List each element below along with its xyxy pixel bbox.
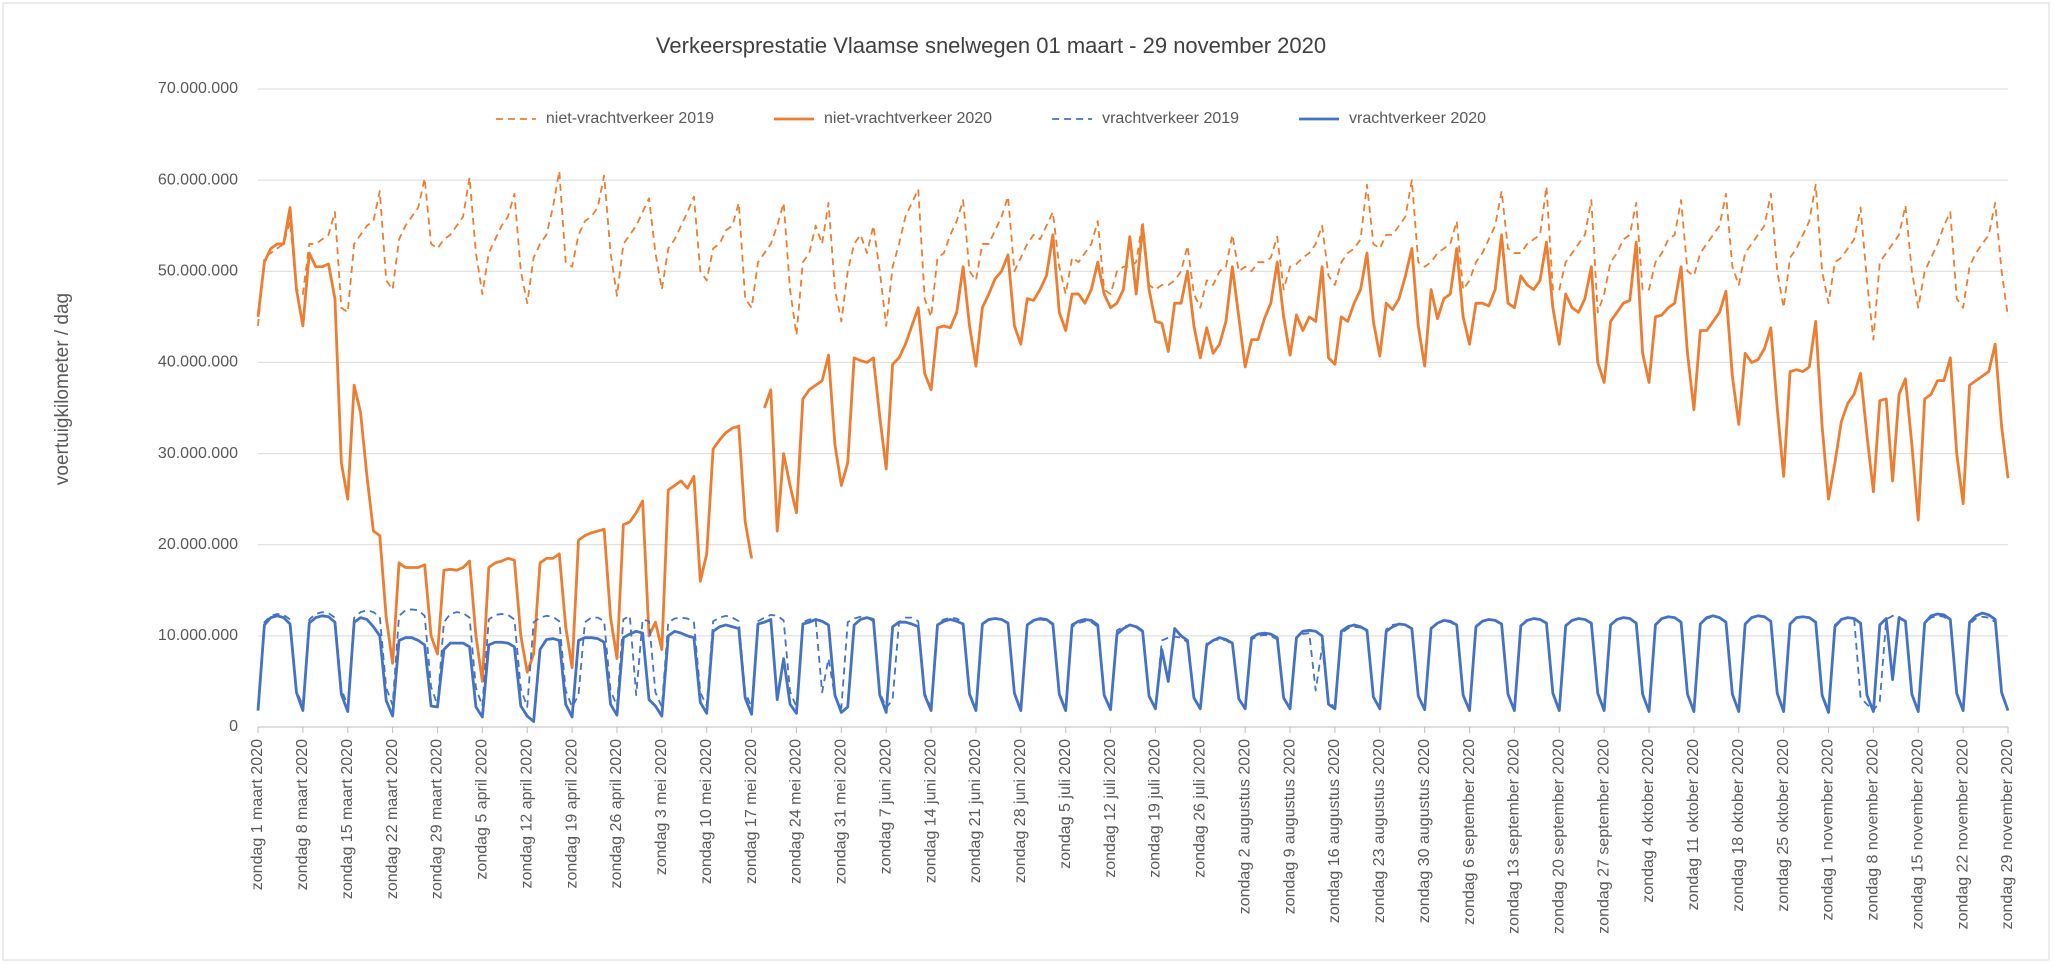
legend-item: vrachtverkeer 2019 bbox=[1052, 110, 1239, 127]
x-tick-label: zondag 28 juni 2020 bbox=[1012, 739, 1029, 883]
y-tick-label: 0 bbox=[229, 718, 238, 735]
x-tick-label: zondag 8 november 2020 bbox=[1865, 739, 1882, 921]
y-tick-label: 20.000.000 bbox=[158, 536, 238, 553]
y-axis-label: voertuigkilometer / dag bbox=[52, 293, 73, 485]
legend-label: niet-vrachtverkeer 2020 bbox=[824, 110, 992, 127]
legend-item: niet-vrachtverkeer 2019 bbox=[495, 110, 714, 127]
x-tick-label: zondag 5 juli 2020 bbox=[1057, 739, 1074, 869]
x-tick-label: zondag 4 oktober 2020 bbox=[1640, 739, 1657, 903]
x-tick-label: zondag 31 mei 2020 bbox=[833, 739, 850, 884]
x-tick-label: zondag 29 maart 2020 bbox=[429, 739, 446, 899]
x-tick-label: zondag 19 april 2020 bbox=[563, 739, 580, 889]
x-tick-label: zondag 8 maart 2020 bbox=[294, 739, 311, 890]
y-tick-label: 40.000.000 bbox=[158, 354, 238, 371]
x-tick-label: zondag 7 juni 2020 bbox=[877, 739, 894, 874]
x-tick-label: zondag 24 mei 2020 bbox=[788, 739, 805, 884]
y-tick-label: 70.000.000 bbox=[158, 80, 238, 97]
x-tick-label: zondag 13 september 2020 bbox=[1506, 739, 1523, 934]
x-tick-label: zondag 21 juni 2020 bbox=[967, 739, 984, 883]
x-tick-label: zondag 15 maart 2020 bbox=[339, 739, 356, 899]
y-tick-label: 50.000.000 bbox=[158, 263, 238, 280]
x-tick-label: zondag 22 november 2020 bbox=[1954, 739, 1971, 929]
x-tick-label: zondag 1 november 2020 bbox=[1820, 739, 1837, 921]
x-tick-label: zondag 1 maart 2020 bbox=[249, 739, 266, 890]
x-tick-label: zondag 30 augustus 2020 bbox=[1416, 739, 1433, 923]
x-tick-label: zondag 20 september 2020 bbox=[1551, 739, 1568, 934]
x-tick-label: zondag 12 april 2020 bbox=[518, 739, 535, 889]
x-tick-label: zondag 17 mei 2020 bbox=[743, 739, 760, 884]
series-line bbox=[256, 206, 2010, 683]
x-tick-label: zondag 27 september 2020 bbox=[1595, 739, 1612, 934]
x-tick-label: zondag 5 april 2020 bbox=[474, 739, 491, 880]
legend-label: vrachtverkeer 2019 bbox=[1102, 110, 1239, 127]
legend: niet-vrachtverkeer 2019 niet-vrachtverkee… bbox=[495, 110, 1486, 127]
legend-label: vrachtverkeer 2020 bbox=[1349, 110, 1486, 127]
x-tick-label: zondag 12 juli 2020 bbox=[1102, 739, 1119, 878]
legend-item: vrachtverkeer 2020 bbox=[1299, 110, 1486, 127]
x-tick-label: zondag 25 oktober 2020 bbox=[1775, 739, 1792, 912]
x-tick-label: zondag 22 maart 2020 bbox=[384, 739, 401, 899]
series-line bbox=[256, 611, 2010, 723]
x-tick-label: zondag 14 juni 2020 bbox=[922, 739, 939, 883]
x-tick-label: zondag 9 augustus 2020 bbox=[1281, 739, 1298, 914]
x-tick-label: zondag 29 november 2020 bbox=[1999, 739, 2016, 929]
x-tick-label: zondag 6 september 2020 bbox=[1461, 739, 1478, 925]
x-tick-label: zondag 16 augustus 2020 bbox=[1326, 739, 1343, 923]
y-tick-label: 30.000.000 bbox=[158, 445, 238, 462]
chart-title: Verkeersprestatie Vlaamse snelwegen 01 m… bbox=[656, 33, 1326, 58]
x-tick-label: zondag 23 augustus 2020 bbox=[1371, 739, 1388, 923]
x-tick-label: zondag 11 oktober 2020 bbox=[1685, 739, 1702, 911]
x-tick-label: zondag 15 november 2020 bbox=[1909, 739, 1926, 929]
legend-label: niet-vrachtverkeer 2019 bbox=[546, 110, 714, 127]
x-tick-label: zondag 19 juli 2020 bbox=[1147, 739, 1164, 878]
x-tick-label: zondag 26 juli 2020 bbox=[1192, 739, 1209, 878]
x-tick-label: zondag 18 oktober 2020 bbox=[1730, 739, 1747, 912]
y-tick-label: 60.000.000 bbox=[158, 171, 238, 188]
x-tick-label: zondag 3 mei 2020 bbox=[653, 739, 670, 875]
legend-item: niet-vrachtverkeer 2020 bbox=[773, 110, 992, 127]
y-tick-label: 10.000.000 bbox=[158, 627, 238, 644]
x-tick-label: zondag 26 april 2020 bbox=[608, 739, 625, 889]
x-tick-label: zondag 10 mei 2020 bbox=[698, 739, 715, 884]
x-tick-label: zondag 2 augustus 2020 bbox=[1236, 739, 1253, 914]
